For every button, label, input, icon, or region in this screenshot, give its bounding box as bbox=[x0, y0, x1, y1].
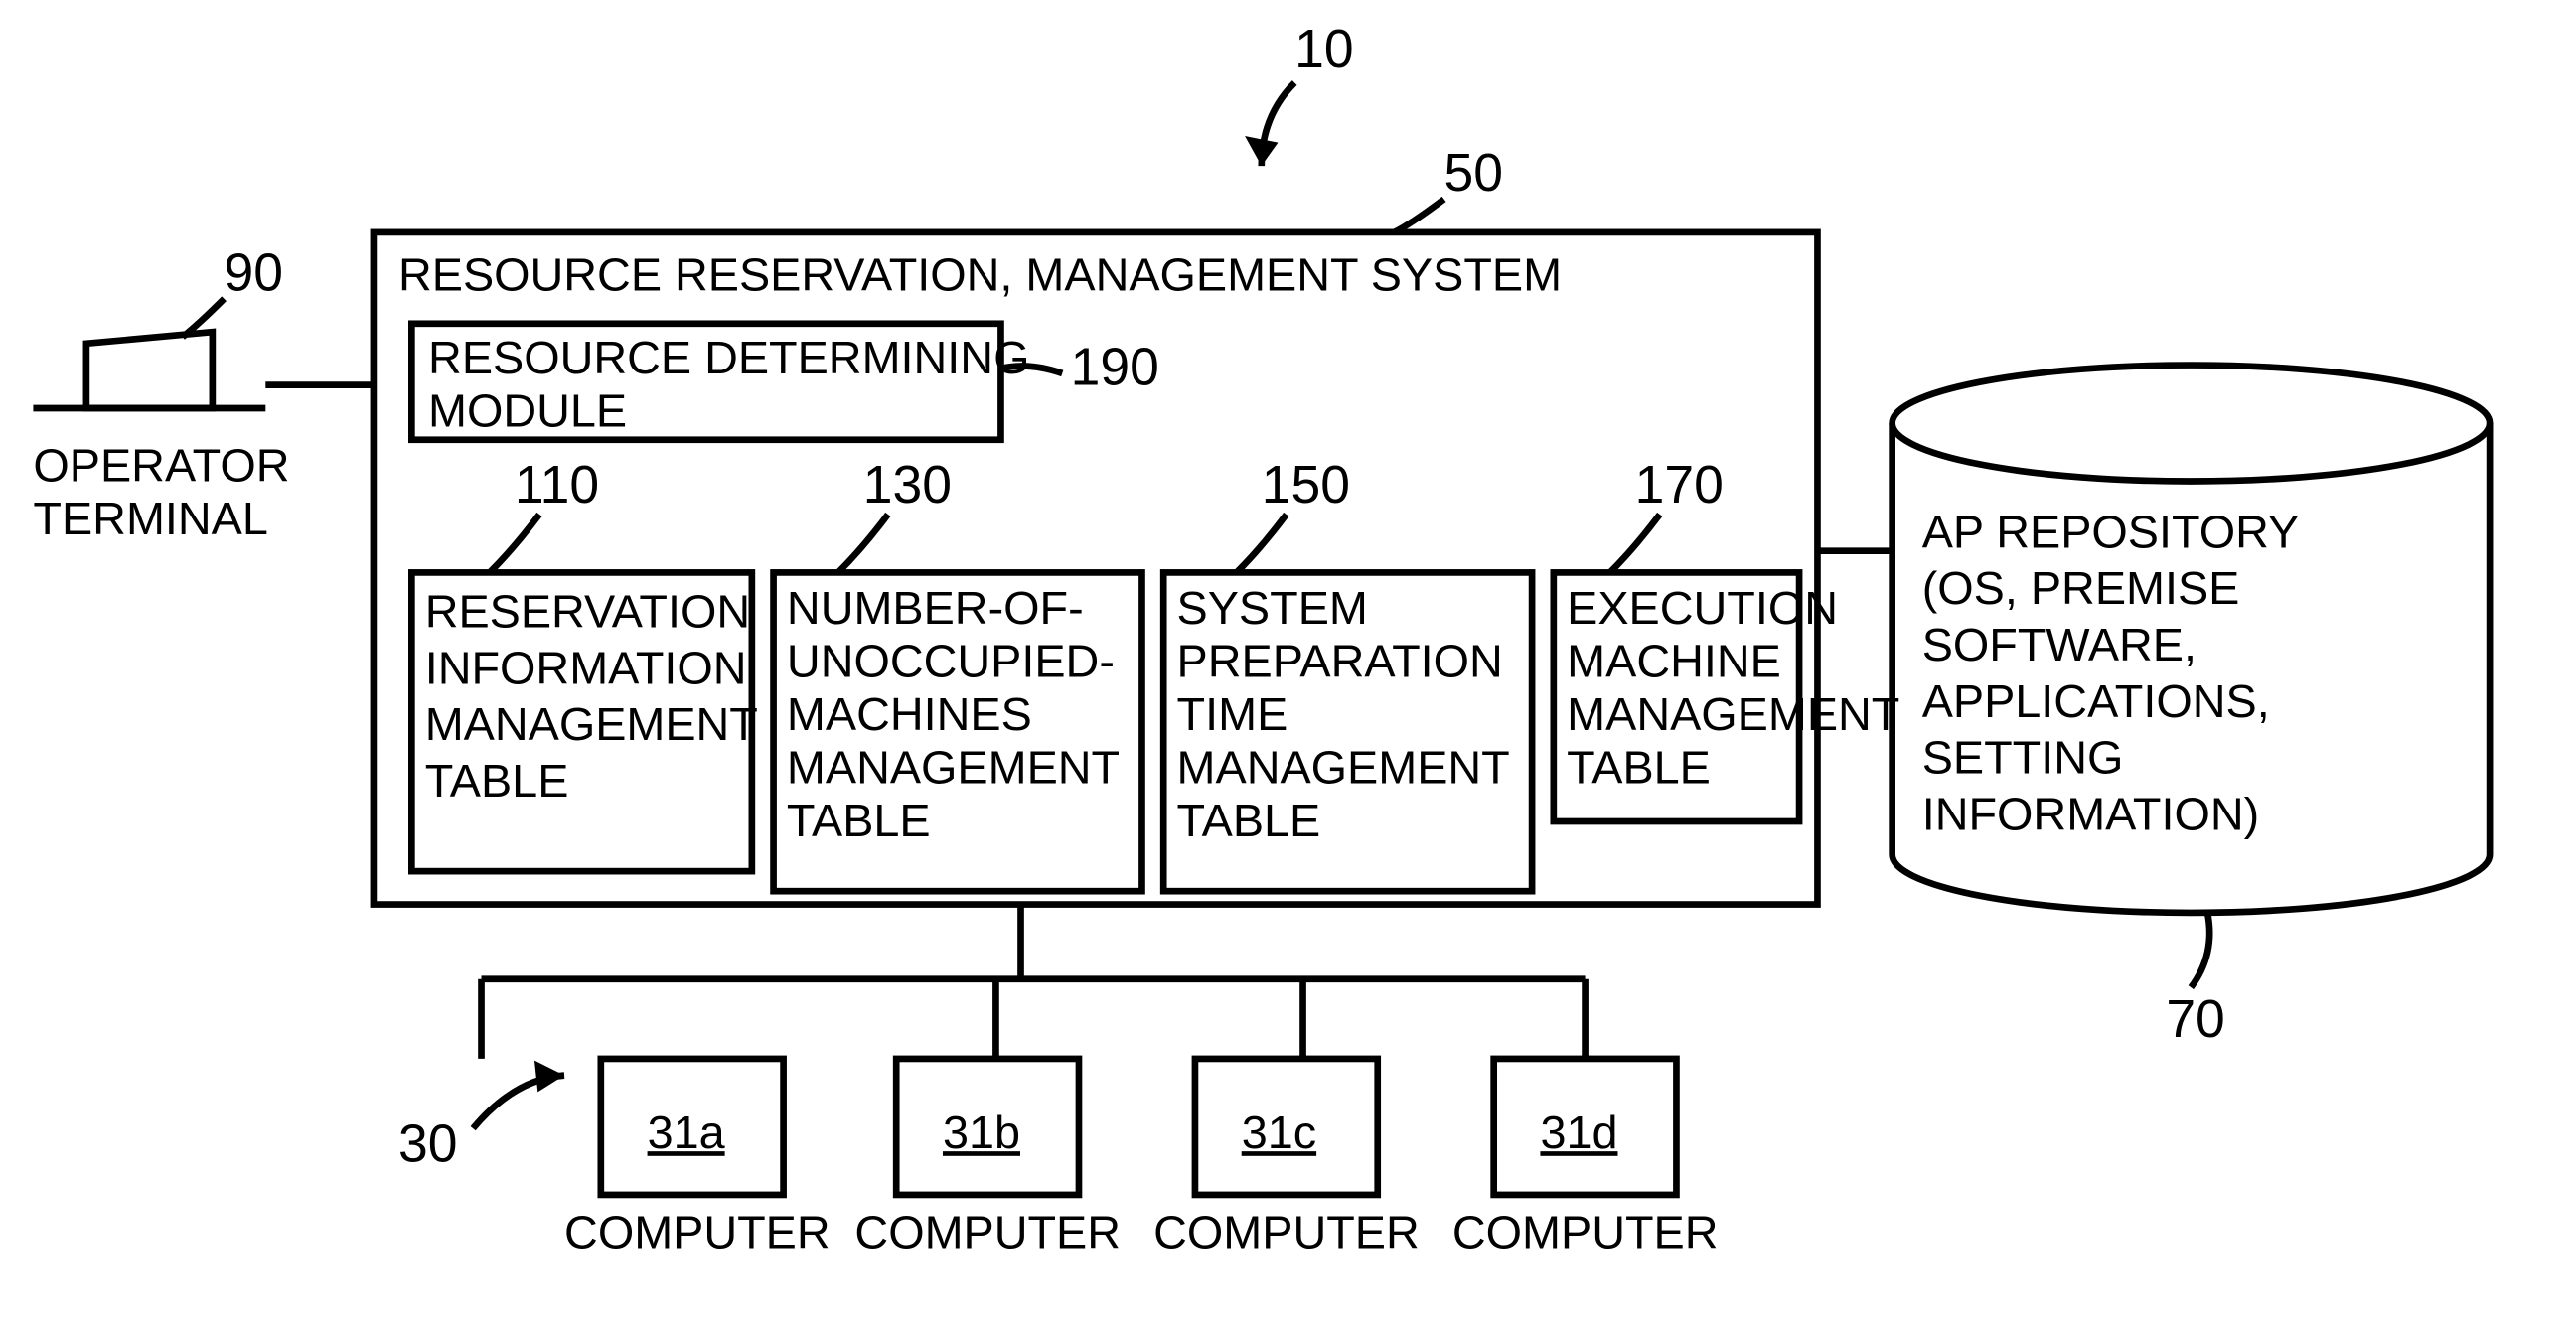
ref-50-leader bbox=[1394, 199, 1443, 231]
repo-l6: INFORMATION) bbox=[1922, 788, 2259, 839]
ref-90: 90 bbox=[225, 243, 283, 302]
label-31b: COMPUTER bbox=[854, 1206, 1121, 1257]
ref-10-arrowhead bbox=[1245, 136, 1278, 166]
system-title: RESOURCE RESERVATION, MANAGEMENT SYSTEM bbox=[398, 248, 1562, 300]
ref-170: 170 bbox=[1635, 456, 1724, 515]
id-31b: 31b bbox=[943, 1107, 1020, 1158]
id-31a: 31a bbox=[648, 1107, 726, 1158]
t170-l4: TABLE bbox=[1567, 742, 1711, 794]
diagram-root: 10 50 OPERATOR TERMINAL 90 RESOURCE RESE… bbox=[0, 0, 2576, 1328]
ref-190: 190 bbox=[1071, 339, 1159, 397]
repo-l5: SETTING bbox=[1922, 732, 2124, 784]
ref-30: 30 bbox=[398, 1115, 457, 1174]
t110-l2: INFORMATION bbox=[425, 642, 747, 693]
ref-50: 50 bbox=[1444, 144, 1503, 203]
t150-l2: PREPARATION bbox=[1177, 636, 1503, 687]
label-31c: COMPUTER bbox=[1153, 1206, 1420, 1257]
t150-l3: TIME bbox=[1177, 688, 1288, 740]
t150-l1: SYSTEM bbox=[1177, 582, 1368, 634]
ref-70: 70 bbox=[2166, 990, 2224, 1049]
t170-l1: EXECUTION bbox=[1567, 582, 1838, 634]
ref-10: 10 bbox=[1294, 20, 1353, 78]
label-31a: COMPUTER bbox=[564, 1206, 831, 1257]
module-line2: MODULE bbox=[428, 384, 627, 436]
ref-110: 110 bbox=[515, 456, 599, 515]
t150-l5: TABLE bbox=[1177, 795, 1321, 846]
ref-30-arrowhead bbox=[534, 1061, 564, 1093]
module-line1: RESOURCE DETERMINING bbox=[428, 332, 1029, 383]
repo-l4: APPLICATIONS, bbox=[1922, 675, 2270, 727]
ref-150-leader bbox=[1237, 515, 1287, 572]
operator-label-2: TERMINAL bbox=[33, 493, 267, 544]
ref-150: 150 bbox=[1262, 456, 1350, 515]
t170-l2: MACHINE bbox=[1567, 636, 1781, 687]
t130-l3: MACHINES bbox=[787, 688, 1032, 740]
operator-label-1: OPERATOR bbox=[33, 440, 289, 492]
label-31d: COMPUTER bbox=[1452, 1206, 1719, 1257]
repo-l1: AP REPOSITORY bbox=[1922, 506, 2299, 557]
t130-l1: NUMBER-OF- bbox=[787, 582, 1084, 634]
repo-l2: (OS, PREMISE bbox=[1922, 562, 2240, 614]
t130-l2: UNOCCUPIED- bbox=[787, 636, 1115, 687]
ref-130-leader bbox=[838, 515, 888, 572]
t130-l5: TABLE bbox=[787, 795, 931, 846]
t110-l1: RESERVATION bbox=[425, 586, 750, 638]
ref-110-leader bbox=[490, 515, 539, 572]
t110-l3: MANAGEMENT bbox=[425, 698, 758, 750]
t110-l4: TABLE bbox=[425, 755, 569, 807]
ref-70-leader bbox=[2191, 913, 2209, 987]
operator-terminal-icon bbox=[33, 332, 265, 408]
id-31d: 31d bbox=[1540, 1107, 1617, 1158]
repo-l3: SOFTWARE, bbox=[1922, 619, 2197, 670]
t150-l4: MANAGEMENT bbox=[1177, 742, 1510, 794]
id-31c: 31c bbox=[1242, 1107, 1316, 1158]
t130-l4: MANAGEMENT bbox=[787, 742, 1120, 794]
ref-170-leader bbox=[1610, 515, 1660, 572]
t170-l3: MANAGEMENT bbox=[1567, 688, 1899, 740]
ref-130: 130 bbox=[863, 456, 952, 515]
